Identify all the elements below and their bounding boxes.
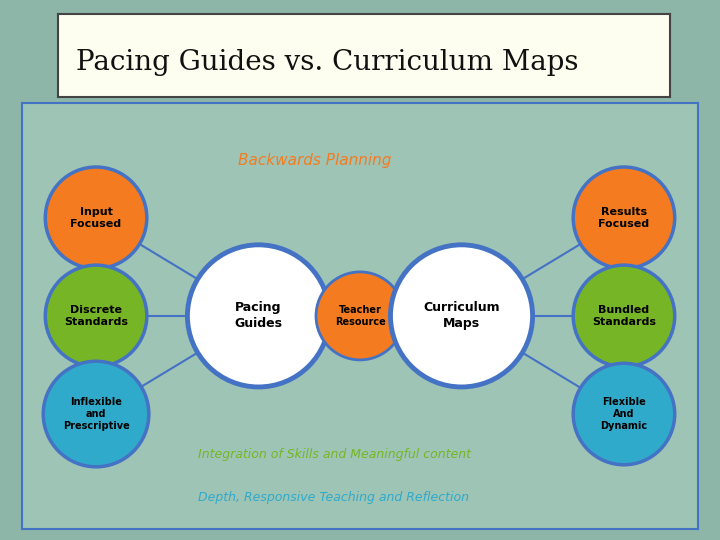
Text: Bundled
Standards: Bundled Standards bbox=[592, 305, 656, 327]
Text: Flexible
And
Dynamic: Flexible And Dynamic bbox=[600, 396, 647, 431]
Text: Discrete
Standards: Discrete Standards bbox=[64, 305, 128, 327]
Ellipse shape bbox=[45, 265, 147, 367]
Text: Pacing Guides vs. Curriculum Maps: Pacing Guides vs. Curriculum Maps bbox=[76, 49, 578, 76]
Ellipse shape bbox=[43, 361, 149, 467]
Text: Teacher
Resource: Teacher Resource bbox=[335, 305, 385, 327]
Text: Curriculum
Maps: Curriculum Maps bbox=[423, 301, 500, 330]
Text: Depth, Responsive Teaching and Reflection: Depth, Responsive Teaching and Reflectio… bbox=[197, 491, 469, 504]
Text: Inflexible
and
Prescriptive: Inflexible and Prescriptive bbox=[63, 396, 130, 431]
Text: Backwards Planning: Backwards Planning bbox=[238, 153, 392, 168]
Text: Pacing
Guides: Pacing Guides bbox=[235, 301, 282, 330]
Text: Integration of Skills and Meaningful content: Integration of Skills and Meaningful con… bbox=[197, 448, 471, 461]
Ellipse shape bbox=[573, 265, 675, 367]
Text: Results
Focused: Results Focused bbox=[598, 207, 649, 229]
Ellipse shape bbox=[573, 363, 675, 465]
Ellipse shape bbox=[573, 167, 675, 268]
Ellipse shape bbox=[390, 245, 533, 387]
Ellipse shape bbox=[45, 167, 147, 268]
Ellipse shape bbox=[187, 245, 330, 387]
Ellipse shape bbox=[316, 272, 404, 360]
Text: Input
Focused: Input Focused bbox=[71, 207, 122, 229]
